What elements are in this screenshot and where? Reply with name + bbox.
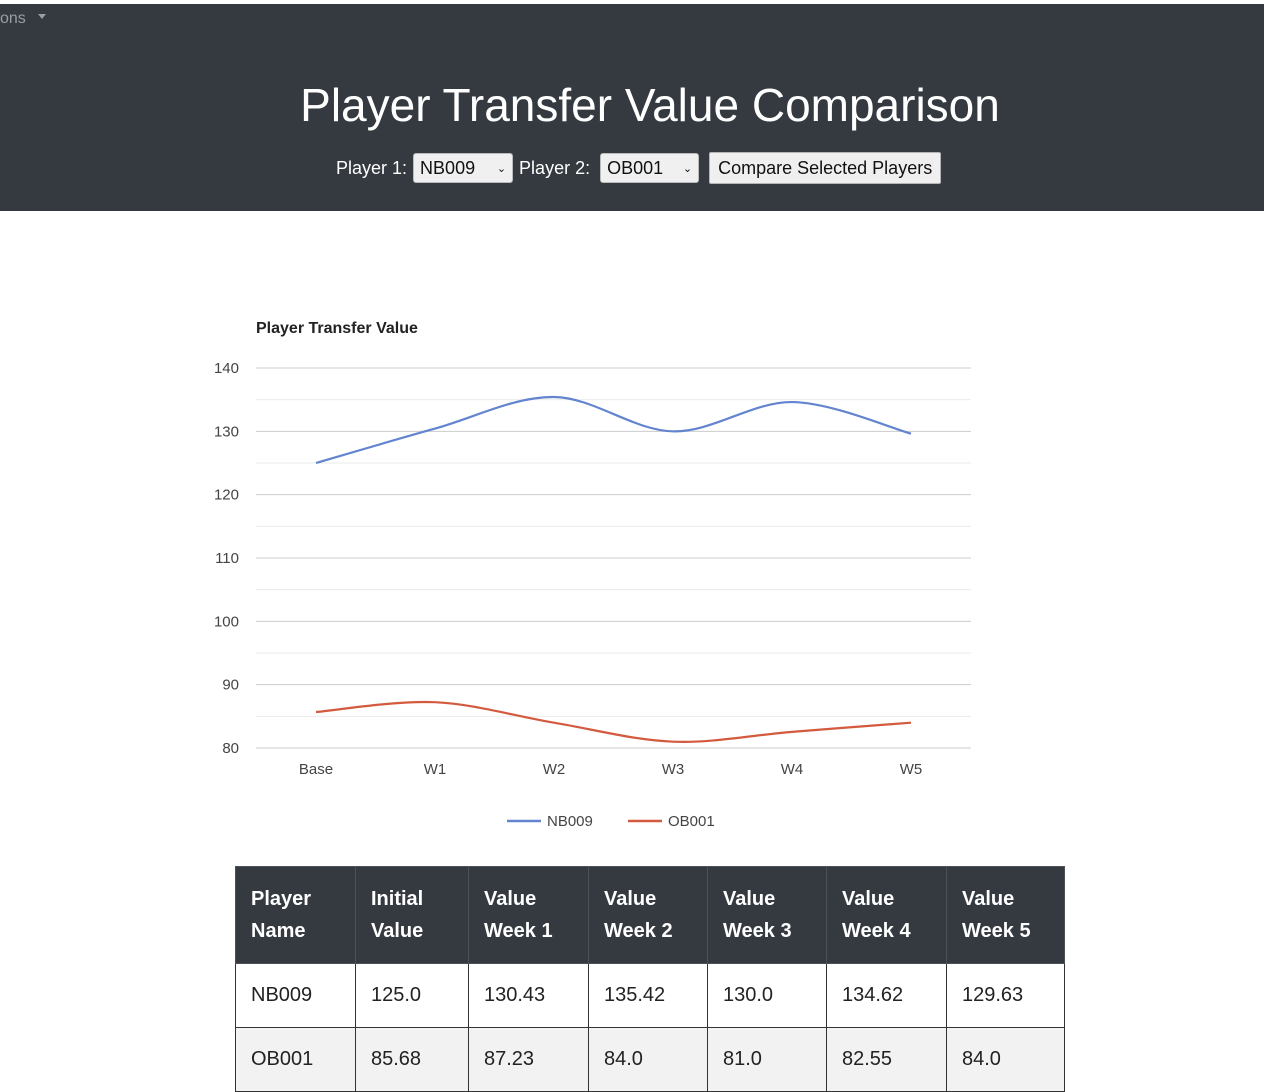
player2-select-value: OB001 xyxy=(607,157,664,178)
table-cell: 84.0 xyxy=(946,1027,1065,1092)
table-cell: 130.43 xyxy=(468,963,589,1028)
table-cell: 129.63 xyxy=(946,963,1065,1028)
player1-label: Player 1: xyxy=(336,157,408,178)
y-tick-label: 130 xyxy=(214,423,239,440)
nav-dropdown-toggle[interactable]: ons xyxy=(0,10,46,28)
table-header-cell: Value Week 4 xyxy=(826,866,947,964)
table-header-row: Player Name Initial Value Value Week 1 Valu… xyxy=(235,866,1065,964)
legend-label[interactable]: OB001 xyxy=(668,813,715,830)
chevron-down-icon: ⌄ xyxy=(682,162,693,175)
table-header-cell: Value Week 5 xyxy=(946,866,1065,964)
comparison-table-wrapper: Player Name Initial Value Value Week 1 Valu… xyxy=(235,866,1065,1092)
chart-title: Player Transfer Value xyxy=(256,320,418,337)
table-row: NB009 125.0 130.43 135.42 130.0 134.62 1… xyxy=(235,963,1065,1028)
table-cell: OB001 xyxy=(235,1027,356,1092)
x-tick-label: W4 xyxy=(781,761,804,778)
table-cell: 87.23 xyxy=(468,1027,589,1092)
y-tick-label: 100 xyxy=(214,613,239,630)
transfer-value-chart: 140 130 120 110 100 90 80 Base W1 W2 W3 W4 W5 NB009… xyxy=(214,360,971,830)
nav-dropdown-label: ons xyxy=(0,10,26,27)
series-line-ob001 xyxy=(315,700,912,743)
player2-label: Player 2: xyxy=(519,157,591,178)
table-header-cell: Value Week 1 xyxy=(468,866,589,964)
legend-label[interactable]: NB009 xyxy=(547,813,593,830)
series-line-nb009 xyxy=(315,395,912,465)
player-controls: Player 1: NB009 ⌄ Player 2: OB001 ⌄ Comp… xyxy=(336,152,942,184)
chevron-down-icon: ⌄ xyxy=(496,162,507,175)
caret-down-icon xyxy=(37,14,46,19)
table-header-cell: Value Week 2 xyxy=(588,866,708,964)
page-title: Player Transfer Value Comparison xyxy=(300,79,1000,131)
player2-select[interactable]: OB001 ⌄ xyxy=(600,153,700,183)
y-tick-label: 120 xyxy=(214,487,239,504)
table-header-cell: Player Name xyxy=(235,866,356,964)
player1-select-value: NB009 xyxy=(420,157,476,178)
y-tick-label: 110 xyxy=(215,550,239,567)
x-tick-label: W5 xyxy=(900,761,923,778)
comparison-table: Player Name Initial Value Value Week 1 Valu… xyxy=(235,866,1065,1092)
table-cell: 130.0 xyxy=(707,963,827,1028)
x-tick-label: Base xyxy=(299,761,333,778)
x-tick-label: W1 xyxy=(424,761,447,778)
table-cell: NB009 xyxy=(235,963,356,1028)
x-tick-label: W2 xyxy=(543,761,566,778)
y-tick-label: 80 xyxy=(222,740,239,757)
table-cell: 85.68 xyxy=(355,1027,469,1092)
compare-button[interactable]: Compare Selected Players xyxy=(709,152,942,184)
x-tick-label: W3 xyxy=(662,761,685,778)
table-cell: 82.55 xyxy=(826,1027,947,1092)
table-header-cell: Value Week 3 xyxy=(707,866,827,964)
y-tick-label: 90 xyxy=(222,677,239,694)
table-cell: 134.62 xyxy=(826,963,947,1028)
table-cell: 125.0 xyxy=(355,963,469,1028)
table-row: OB001 85.68 87.23 84.0 81.0 82.55 84.0 xyxy=(235,1027,1065,1092)
page-header: ons Player Transfer Value Comparison Pla… xyxy=(0,4,1264,211)
player1-select[interactable]: NB009 ⌄ xyxy=(413,153,514,183)
table-cell: 84.0 xyxy=(588,1027,708,1092)
table-header-cell: Initial Value xyxy=(355,866,469,964)
y-tick-label: 140 xyxy=(214,360,239,377)
table-cell: 81.0 xyxy=(707,1027,827,1092)
table-cell: 135.42 xyxy=(588,963,708,1028)
